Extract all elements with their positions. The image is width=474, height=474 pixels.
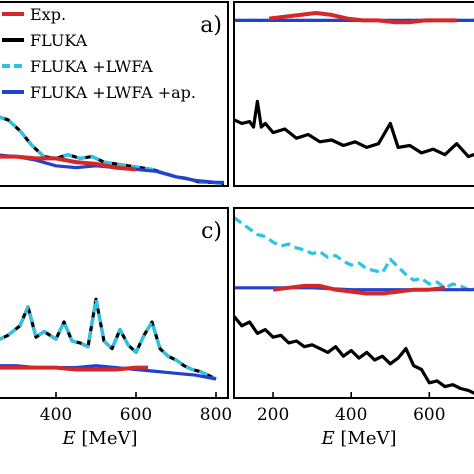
panel-frame [233, 207, 474, 399]
panel-label: c) [201, 219, 222, 244]
series-line-fluka [234, 315, 474, 395]
plot-layer: a) 400 600 800 E [MeV] c) 200 400 600 E [MeV] [0, 1, 474, 449]
series-line-exp [272, 283, 446, 296]
x-axis-label: E [MeV] [62, 428, 138, 449]
series-group [0, 115, 225, 186]
x-tick-label: 400 [335, 405, 367, 425]
panel-frame [233, 1, 474, 187]
legend: Exp. FLUKA FLUKA +LWFA FLUKA +LWFA +ap. [2, 5, 196, 102]
x-axis-variable: E [62, 428, 76, 449]
series-group [0, 297, 217, 381]
x-tick-label: 800 [200, 405, 232, 425]
legend-label: FLUKA +LWFA +ap. [30, 83, 196, 102]
panel-c: 400 600 800 E [MeV] c) [0, 207, 232, 449]
series-group [234, 216, 474, 395]
x-axis-variable: E [321, 428, 335, 449]
series-line-fluka [0, 115, 225, 186]
series-line-exp [0, 365, 148, 372]
panel-frame [0, 207, 229, 399]
x-tick-label: 200 [257, 405, 289, 425]
panel-frame [0, 1, 229, 187]
x-tick-label: 600 [413, 405, 445, 425]
series-line-fluka-lwfa [0, 297, 217, 381]
legend-label: FLUKA +LWFA [30, 57, 153, 76]
series-group [234, 11, 474, 159]
series-line-fluka-lwfa [234, 216, 474, 292]
series-line-fluka-lwfa [0, 115, 225, 186]
series-line-exp [0, 154, 137, 172]
panel-label: a) [200, 13, 222, 38]
panel-b [233, 1, 474, 187]
series-line-fluka [234, 99, 474, 159]
series-line-exp [268, 11, 457, 25]
legend-label: Exp. [30, 5, 66, 24]
panel-d: 200 400 600 E [MeV] [233, 207, 474, 449]
x-axis-unit: [MeV] [76, 428, 138, 449]
x-tick-label: 600 [120, 405, 152, 425]
x-axis-unit: [MeV] [335, 428, 397, 449]
legend-label: FLUKA [30, 31, 88, 50]
x-axis-label: E [MeV] [321, 428, 397, 449]
panel-a: a) [0, 1, 229, 187]
x-tick-label: 400 [40, 405, 72, 425]
